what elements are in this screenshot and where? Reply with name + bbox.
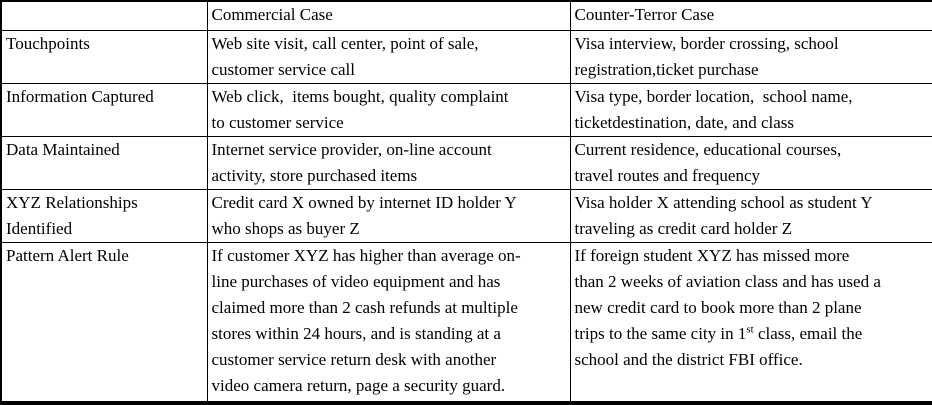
cell-pattern-alert-counter-terror: If foreign student XYZ has missed more t… xyxy=(569,242,932,403)
cell-data-maintained-counter-terror: Current residence, educational courses, … xyxy=(569,136,932,190)
cell-touchpoints-commercial: Web site visit, call center, point of sa… xyxy=(206,30,571,84)
cell-xyz-relationships-commercial: Credit card X owned by internet ID holde… xyxy=(206,189,571,243)
ordinal-suffix-superscript: st xyxy=(746,323,754,336)
header-row: Commercial Case Counter-Terror Case xyxy=(0,0,932,31)
cell-pattern-alert-commercial: If customer XYZ has higher than average … xyxy=(206,242,571,403)
row-label-data-maintained: Data Maintained xyxy=(0,136,208,190)
header-counter-terror-case: Counter-Terror Case xyxy=(569,0,932,31)
pattern-alert-counter-terror-text-after: class, email the school and the district… xyxy=(574,324,863,369)
row-label-xyz-relationships: XYZ Relationships Identified xyxy=(0,189,208,243)
row-pattern-alert-rule: Pattern Alert Rule If customer XYZ has h… xyxy=(0,242,932,403)
header-empty-cell xyxy=(0,0,208,31)
cell-touchpoints-counter-terror: Visa interview, border crossing, school … xyxy=(569,30,932,84)
cell-data-maintained-commercial: Internet service provider, on-line accou… xyxy=(206,136,571,190)
row-label-touchpoints: Touchpoints xyxy=(0,30,208,84)
row-touchpoints: Touchpoints Web site visit, call center,… xyxy=(0,30,932,84)
cell-information-captured-counter-terror: Visa type, border location, school name,… xyxy=(569,83,932,137)
row-label-information-captured: Information Captured xyxy=(0,83,208,137)
row-label-pattern-alert-rule: Pattern Alert Rule xyxy=(0,242,208,403)
row-xyz-relationships: XYZ Relationships Identified Credit card… xyxy=(0,189,932,243)
cell-xyz-relationships-counter-terror: Visa holder X attending school as studen… xyxy=(569,189,932,243)
row-data-maintained: Data Maintained Internet service provide… xyxy=(0,136,932,190)
header-commercial-case: Commercial Case xyxy=(206,0,571,31)
pattern-alert-counter-terror-text-before: If foreign student XYZ has missed more t… xyxy=(574,246,881,343)
row-information-captured: Information Captured Web click, items bo… xyxy=(0,83,932,137)
cell-information-captured-commercial: Web click, items bought, quality complai… xyxy=(206,83,571,137)
